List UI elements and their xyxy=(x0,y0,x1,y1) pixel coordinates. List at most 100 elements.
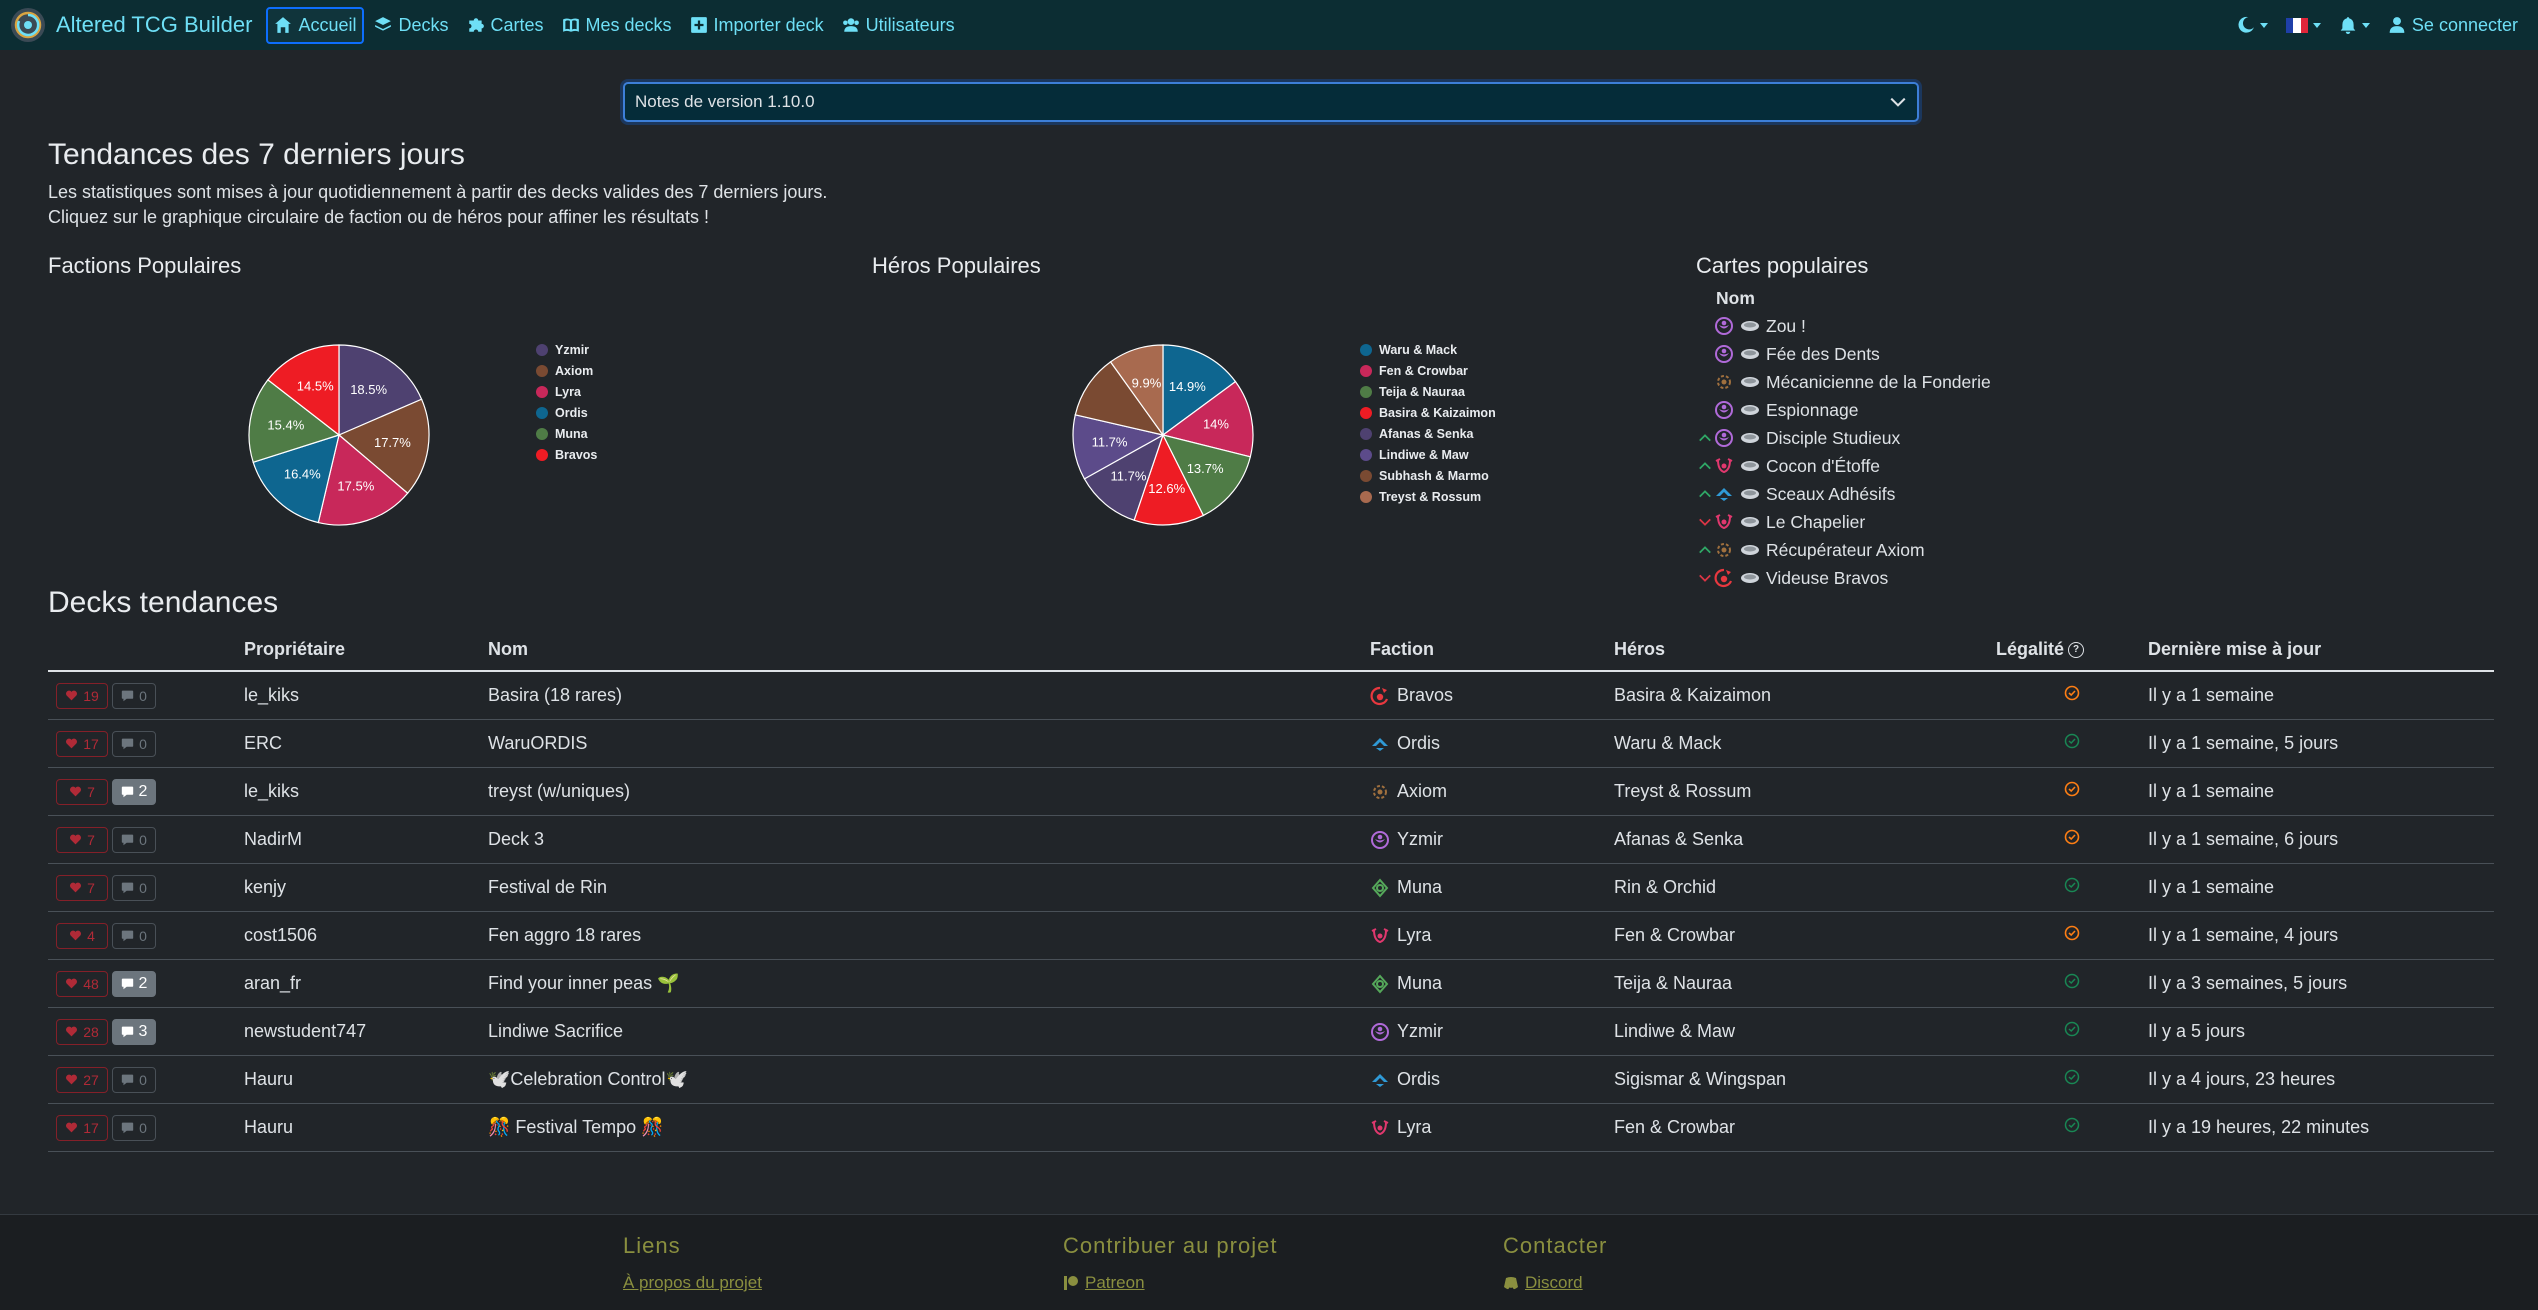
table-row[interactable]: 7 0 kenjy Festival de Rin Muna Rin & Orchid Il… xyxy=(48,863,2494,912)
owner-cell[interactable]: ERC xyxy=(244,719,488,768)
footer-discord-link[interactable]: Discord xyxy=(1503,1273,1607,1293)
pie-slice-teija-nauraa[interactable] xyxy=(1161,434,1252,517)
help-icon[interactable]: ? xyxy=(2068,641,2085,658)
table-row[interactable]: 4 0 cost1506 Fen aggro 18 rares Lyra Fen & Cr… xyxy=(48,911,2494,960)
pie-slice-afanas-senka[interactable] xyxy=(1083,433,1165,522)
nav-import-deck[interactable]: Importer deck xyxy=(682,9,832,42)
nav-home[interactable]: Accueil xyxy=(266,6,365,44)
table-row[interactable]: 17 0 ERC WaruORDIS Ordis Waru & Mack Il y a 1 … xyxy=(48,719,2494,768)
version-notes-select[interactable]: Notes de version 1.10.0 xyxy=(623,82,1919,122)
deck-name-cell[interactable]: WaruORDIS xyxy=(488,719,1370,768)
table-row[interactable]: 28 3 newstudent747 Lindiwe Sacrifice Yzmir Li… xyxy=(48,1007,2494,1056)
table-row[interactable]: 27 0 Hauru 🕊️Celebration Control🕊️ Ordis Sigi… xyxy=(48,1055,2494,1104)
heroes-pie-svg[interactable]: 14.9%14%13.7%12.6%11.7%11.7%9.9% xyxy=(1070,342,1256,528)
deck-name-cell[interactable]: Find your inner peas 🌱 xyxy=(488,959,1370,1008)
footer-about-link[interactable]: À propos du projet xyxy=(623,1273,762,1292)
notifications-dropdown[interactable] xyxy=(2331,10,2378,40)
table-row[interactable]: 7 2 le_kiks treyst (w/uniques) Axiom Treyst &… xyxy=(48,767,2494,816)
factions-pie-chart[interactable]: 18.5% 17.7% 17.5% 16.4% 15.4% 14.5% xyxy=(246,342,432,533)
deck-name-cell[interactable]: 🎊 Festival Tempo 🎊 xyxy=(488,1103,1370,1152)
legend-item[interactable]: Subhash & Marmo xyxy=(1360,465,1496,486)
pie-slice-basira-kaizaimon[interactable] xyxy=(1133,433,1205,526)
owner-cell[interactable]: cost1506 xyxy=(244,911,488,960)
heroes-pie-chart[interactable]: 14.9% 14% 13.7% 12.6% 11.7% 11.7% 9.9% xyxy=(1070,342,1256,533)
legend-item[interactable]: Treyst & Rossum xyxy=(1360,486,1496,507)
pie-slice-lyra[interactable] xyxy=(317,433,409,526)
header-legality[interactable]: Légalité? xyxy=(1996,628,2148,672)
legend-item[interactable]: Basira & Kaizaimon xyxy=(1360,402,1496,423)
language-selector[interactable] xyxy=(2278,12,2329,39)
footer-patreon-link[interactable]: Patreon xyxy=(1063,1273,1277,1293)
pie-slice-lindiwe-maw[interactable] xyxy=(1072,414,1165,480)
deck-name-cell[interactable]: Deck 3 xyxy=(488,815,1370,864)
pie-slice-bravos[interactable] xyxy=(267,344,340,437)
like-button[interactable]: 48 xyxy=(56,970,108,997)
comments-button[interactable]: 2 xyxy=(112,778,156,805)
legend-item[interactable]: Axiom xyxy=(536,360,597,381)
popular-card-row[interactable]: Mécanicienne de la Fonderie xyxy=(1696,368,1991,396)
like-button[interactable]: 7 xyxy=(56,778,108,805)
pie-slice-axiom[interactable] xyxy=(337,398,430,495)
like-button[interactable]: 19 xyxy=(56,682,108,709)
like-button[interactable]: 17 xyxy=(56,1114,108,1141)
owner-cell[interactable]: le_kiks xyxy=(244,767,488,816)
popular-card-row[interactable]: Videuse Bravos xyxy=(1696,564,1991,592)
deck-name-cell[interactable]: 🕊️Celebration Control🕊️ xyxy=(488,1055,1370,1104)
pie-slice-fen-crowbar[interactable] xyxy=(1161,380,1254,458)
popular-card-row[interactable]: Sceaux Adhésifs xyxy=(1696,480,1991,508)
legend-item[interactable]: Lindiwe & Maw xyxy=(1360,444,1496,465)
header-name[interactable]: Nom xyxy=(488,628,1370,672)
popular-card-row[interactable]: Disciple Studieux xyxy=(1696,424,1991,452)
deck-name-cell[interactable]: treyst (w/uniques) xyxy=(488,767,1370,816)
table-row[interactable]: 17 0 Hauru 🎊 Festival Tempo 🎊 Lyra Fen & Crow… xyxy=(48,1103,2494,1152)
owner-cell[interactable]: NadirM xyxy=(244,815,488,864)
comments-button[interactable]: 2 xyxy=(112,970,156,997)
legend-item[interactable]: Teija & Nauraa xyxy=(1360,381,1496,402)
popular-card-row[interactable]: Cocon d'Étoffe xyxy=(1696,452,1991,480)
legend-item[interactable]: Bravos xyxy=(536,444,597,465)
like-button[interactable]: 4 xyxy=(56,922,108,949)
comments-button[interactable]: 0 xyxy=(112,826,156,853)
pie-slice-muna[interactable] xyxy=(248,378,341,464)
nav-users[interactable]: Utilisateurs xyxy=(834,9,963,42)
theme-toggle[interactable] xyxy=(2229,10,2276,40)
legend-item[interactable]: Waru & Mack xyxy=(1360,339,1496,360)
login-link[interactable]: Se connecter xyxy=(2380,9,2526,42)
like-button[interactable]: 17 xyxy=(56,730,108,757)
pie-slice-yzmir[interactable] xyxy=(338,344,423,436)
like-button[interactable]: 28 xyxy=(56,1018,108,1045)
factions-pie-svg[interactable]: 18.5% 17.7% 17.5% 16.4% 15.4% 14.5% xyxy=(246,342,432,528)
owner-cell[interactable]: Hauru xyxy=(244,1055,488,1104)
popular-card-row[interactable]: Fée des Dents xyxy=(1696,340,1991,368)
nav-cards[interactable]: Cartes xyxy=(459,9,552,42)
like-button[interactable]: 7 xyxy=(56,826,108,853)
header-faction[interactable]: Faction xyxy=(1370,628,1614,672)
comments-button[interactable]: 0 xyxy=(112,922,156,949)
comments-button[interactable]: 0 xyxy=(112,1066,156,1093)
owner-cell[interactable]: kenjy xyxy=(244,863,488,912)
like-button[interactable]: 7 xyxy=(56,874,108,901)
pie-slice-subhash-marmo[interactable] xyxy=(1074,361,1165,436)
popular-card-row[interactable]: Espionnage xyxy=(1696,396,1991,424)
header-owner[interactable]: Propriétaire xyxy=(244,628,488,672)
popular-card-row[interactable]: Le Chapelier xyxy=(1696,508,1991,536)
legend-item[interactable]: Yzmir xyxy=(536,339,597,360)
pie-slice-ordis[interactable] xyxy=(252,434,340,524)
legend-item[interactable]: Fen & Crowbar xyxy=(1360,360,1496,381)
popular-card-row[interactable]: Zou ! xyxy=(1696,312,1991,340)
deck-name-cell[interactable]: Basira (18 rares) xyxy=(488,671,1370,720)
comments-button[interactable]: 3 xyxy=(112,1018,156,1045)
header-updated[interactable]: Dernière mise à jour xyxy=(2148,628,2494,672)
legend-item[interactable]: Ordis xyxy=(536,402,597,423)
comments-button[interactable]: 0 xyxy=(112,682,156,709)
header-hero[interactable]: Héros xyxy=(1614,628,1996,672)
owner-cell[interactable]: le_kiks xyxy=(244,671,488,720)
legend-item[interactable]: Afanas & Senka xyxy=(1360,423,1496,444)
deck-name-cell[interactable]: Fen aggro 18 rares xyxy=(488,911,1370,960)
table-row[interactable]: 19 0 le_kiks Basira (18 rares) Bravos Basira … xyxy=(48,671,2494,720)
legend-item[interactable]: Lyra xyxy=(536,381,597,402)
comments-button[interactable]: 0 xyxy=(112,730,156,757)
comments-button[interactable]: 0 xyxy=(112,874,156,901)
owner-cell[interactable]: Hauru xyxy=(244,1103,488,1152)
comments-button[interactable]: 0 xyxy=(112,1114,156,1141)
